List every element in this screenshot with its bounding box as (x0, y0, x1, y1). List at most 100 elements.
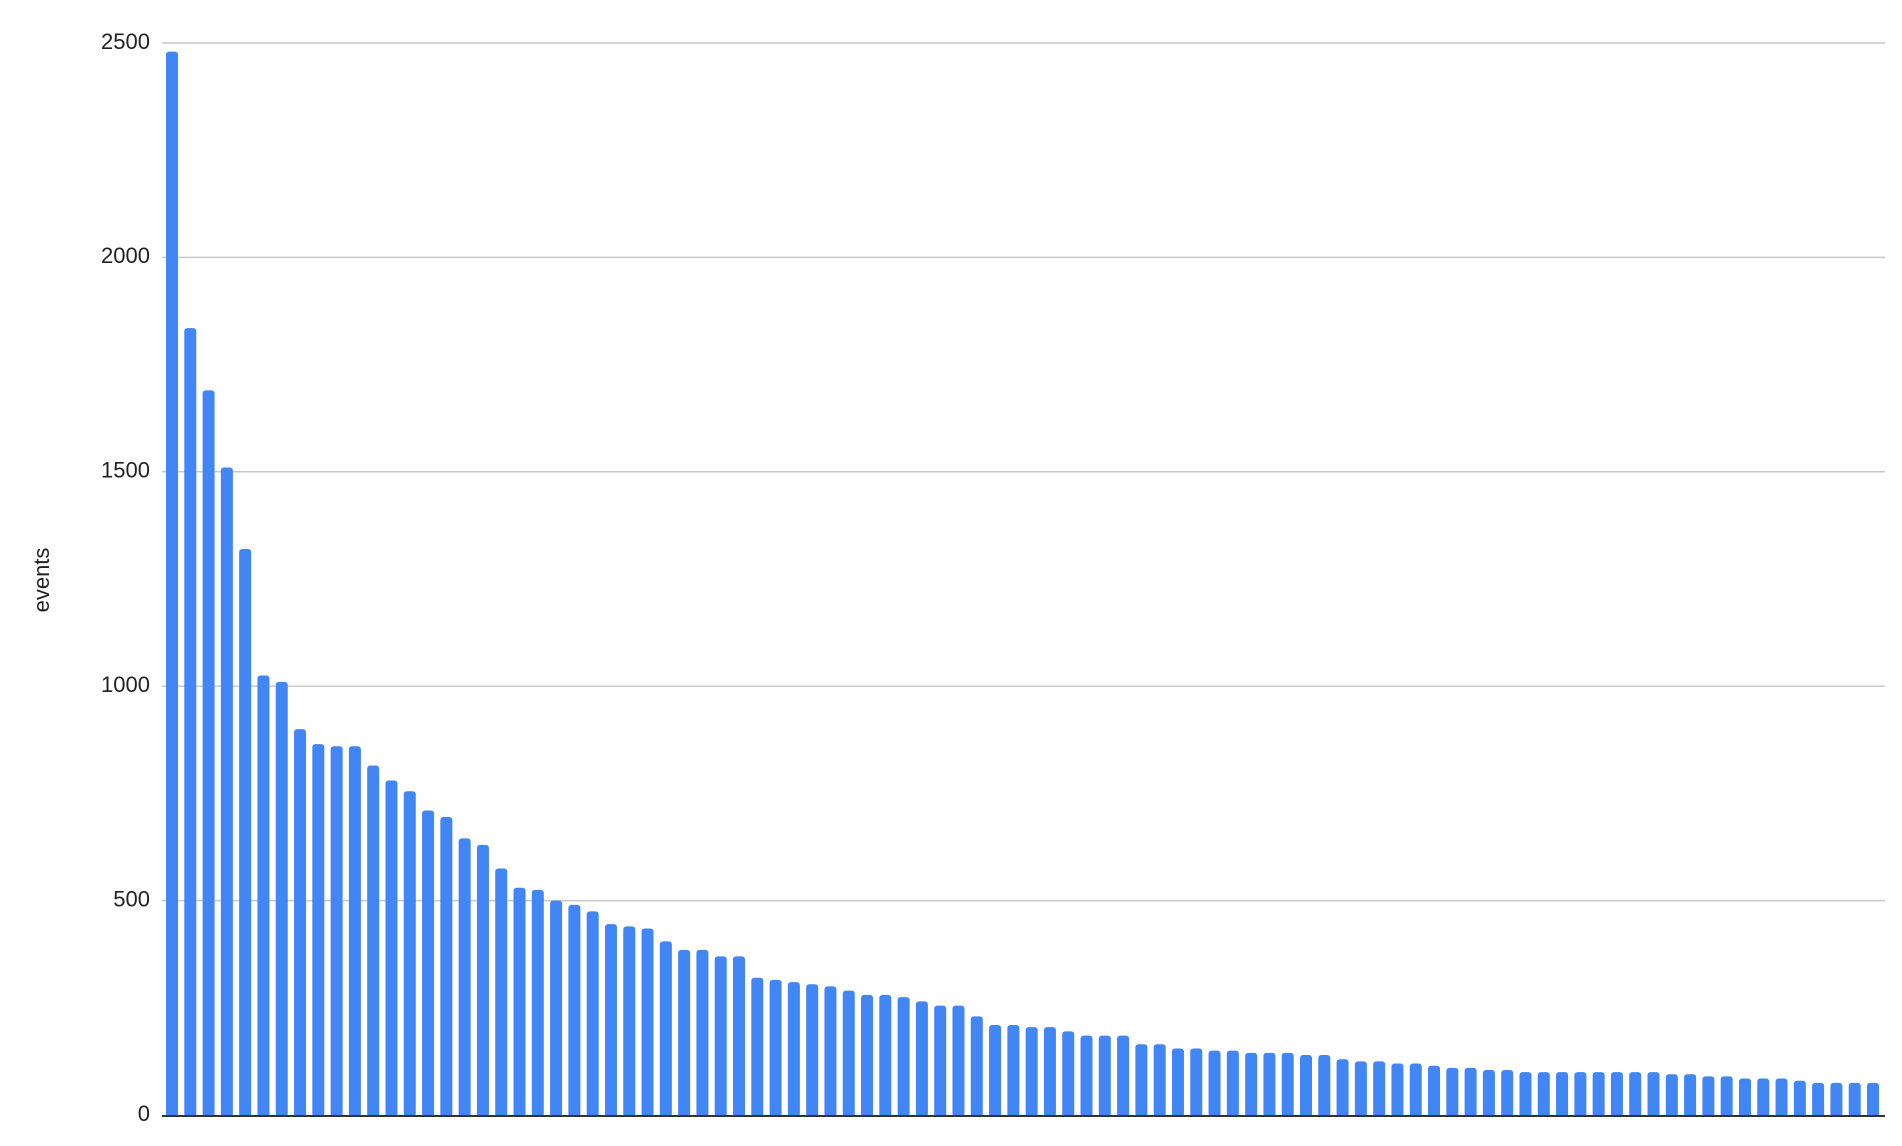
bar (1208, 1050, 1221, 1117)
bar (879, 994, 892, 1117)
bar (440, 816, 453, 1117)
bar (1812, 1082, 1825, 1117)
y-tick-label: 1000 (101, 672, 150, 697)
bar (952, 1005, 965, 1117)
bar (1720, 1076, 1733, 1117)
bar (1684, 1074, 1697, 1117)
bar (294, 729, 307, 1117)
bar (714, 956, 727, 1117)
bar (733, 956, 745, 1117)
bar (1793, 1080, 1806, 1117)
y-tick-label: 2500 (101, 29, 150, 54)
bar (348, 746, 361, 1117)
bar (312, 744, 325, 1117)
bar (476, 844, 489, 1117)
bar (1775, 1078, 1788, 1117)
bar (1281, 1052, 1294, 1117)
bar (1647, 1072, 1660, 1117)
bar (769, 979, 782, 1117)
bar (787, 982, 800, 1117)
bar (1098, 1035, 1111, 1117)
bar (659, 941, 672, 1117)
bar (1318, 1054, 1331, 1117)
y-tick-label: 0 (138, 1101, 150, 1126)
bar (403, 791, 416, 1117)
bar (806, 984, 819, 1117)
bar (166, 51, 178, 1117)
bar (1629, 1072, 1642, 1117)
bar (1738, 1078, 1751, 1117)
bar (1171, 1048, 1184, 1117)
bar (184, 328, 197, 1118)
bar (1501, 1069, 1514, 1117)
bar (550, 900, 563, 1117)
bar (1702, 1076, 1715, 1117)
bar (1007, 1024, 1020, 1117)
bar (989, 1024, 1002, 1117)
bar (1665, 1074, 1678, 1117)
bar (1300, 1054, 1312, 1117)
bar (1464, 1067, 1477, 1117)
bar (1757, 1078, 1770, 1117)
bar (604, 924, 617, 1117)
bar (970, 1016, 983, 1117)
bar (1373, 1061, 1386, 1117)
bar (1043, 1027, 1056, 1117)
bar (861, 994, 874, 1117)
bar (275, 681, 288, 1117)
bar (1830, 1082, 1843, 1117)
bar (1867, 1082, 1879, 1117)
bar (330, 746, 343, 1117)
bar (1354, 1061, 1367, 1117)
bar (1062, 1031, 1075, 1117)
bar (1226, 1050, 1239, 1117)
bar (1610, 1072, 1623, 1117)
bar (1574, 1072, 1587, 1117)
bar (1519, 1072, 1532, 1117)
bar (1025, 1027, 1038, 1117)
bar (385, 780, 398, 1117)
bars (166, 51, 1879, 1118)
bar (367, 765, 380, 1117)
bar (531, 889, 544, 1117)
bar (696, 949, 709, 1117)
bar (568, 904, 581, 1117)
bar (1080, 1035, 1093, 1117)
bar (1446, 1067, 1459, 1117)
bar (1537, 1072, 1550, 1117)
bar (239, 548, 252, 1117)
bar (915, 1001, 928, 1117)
bar (934, 1005, 947, 1117)
y-tick-label: 500 (113, 886, 150, 911)
gridlines (162, 42, 1885, 902)
bar (623, 926, 636, 1117)
bar (422, 810, 435, 1117)
bar (1245, 1052, 1258, 1117)
y-axis-label: events (29, 548, 54, 613)
bar (1153, 1044, 1166, 1117)
bar (1117, 1035, 1130, 1117)
bar (458, 838, 471, 1117)
bar (1190, 1048, 1203, 1117)
y-tick-label: 1500 (101, 458, 150, 483)
bar (586, 911, 599, 1117)
bar (1336, 1059, 1349, 1117)
bar (513, 887, 526, 1117)
bar (897, 997, 910, 1117)
bar (641, 928, 654, 1117)
bar (1391, 1063, 1404, 1117)
bar (1592, 1072, 1605, 1117)
bar (1428, 1065, 1441, 1117)
bar (751, 977, 764, 1117)
bar (1556, 1072, 1569, 1117)
bar (257, 675, 270, 1117)
bar (824, 986, 837, 1117)
bar (202, 390, 215, 1117)
bar (1263, 1052, 1276, 1117)
bar (1135, 1044, 1148, 1117)
bar (678, 949, 691, 1117)
y-axis-ticks: 0 500 1000 1500 2000 2500 (101, 29, 150, 1126)
bar (1482, 1069, 1495, 1117)
bar (220, 467, 233, 1118)
